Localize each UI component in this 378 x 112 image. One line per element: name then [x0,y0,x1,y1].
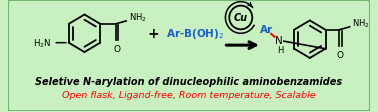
Text: NH$_2$: NH$_2$ [129,12,147,24]
Text: Ar: Ar [260,25,273,35]
Text: NH$_2$: NH$_2$ [352,17,370,30]
Text: Open flask, Ligand-free, Room temperature, Scalable: Open flask, Ligand-free, Room temperatur… [62,90,316,99]
Text: Seletive N-arylation of dinucleophilic aminobenzamides: Seletive N-arylation of dinucleophilic a… [36,76,342,86]
Text: H: H [277,45,283,54]
Text: +: + [148,27,160,41]
Text: Ar-B(OH)$_2$: Ar-B(OH)$_2$ [166,27,224,41]
Text: O: O [113,44,121,53]
Text: O: O [337,50,344,59]
FancyBboxPatch shape [8,1,370,111]
Text: H$_2$N: H$_2$N [33,37,51,50]
Text: Cu: Cu [234,13,248,23]
Text: N: N [275,36,283,46]
